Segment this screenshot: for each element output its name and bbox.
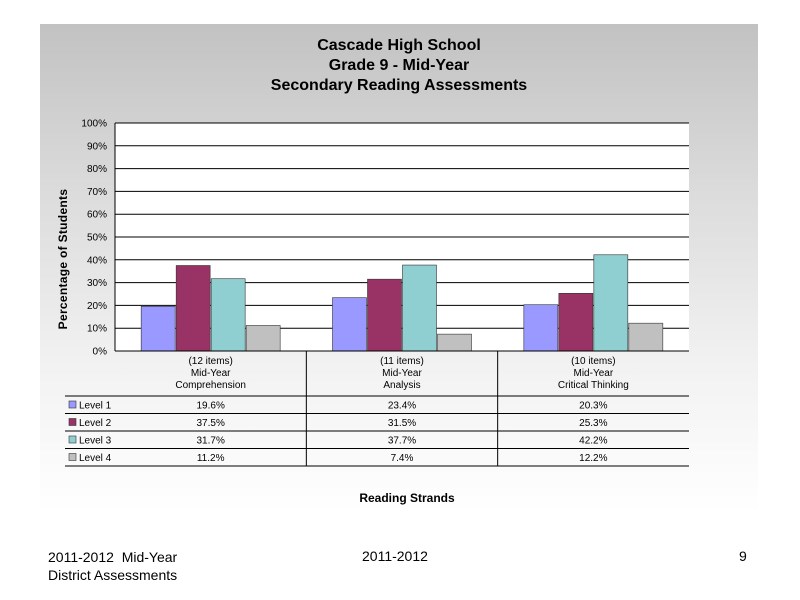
data-label: 23.4% [388, 401, 416, 412]
x-axis-label: Reading Strands [359, 491, 455, 505]
footer-left-line-1: 2011-2012 Mid-Year [48, 549, 178, 565]
data-label: 37.5% [196, 418, 224, 429]
x-category-label: Mid-Year [191, 368, 231, 379]
chart-title-line-3: Secondary Reading Assessments [270, 77, 528, 94]
y-tick-label: 70% [87, 187, 107, 198]
data-label: 37.7% [388, 436, 416, 447]
x-category-label: Comprehension [175, 380, 246, 391]
bar [175, 265, 211, 352]
y-tick-label: 80% [87, 164, 107, 175]
x-category-label: (11 items) [380, 356, 424, 367]
y-tick-label: 0% [93, 347, 108, 358]
data-label: 31.7% [196, 436, 224, 447]
bar [558, 293, 594, 352]
y-tick-label: 30% [87, 278, 107, 289]
legend-label: Level 2 [79, 418, 112, 429]
footer-left: 2011-2012 Mid-Year District Assessments [48, 548, 177, 584]
data-label: 42.2% [579, 436, 607, 447]
x-category-label: (12 items) [188, 356, 232, 367]
bar [593, 254, 629, 352]
legend-swatch [68, 453, 77, 461]
legend-swatch [68, 418, 77, 426]
data-label: 11.2% [197, 453, 225, 464]
y-tick-label: 60% [87, 210, 107, 221]
x-category-label: (10 items) [571, 356, 615, 367]
legend-label: Level 4 [79, 453, 112, 464]
y-tick-label: 10% [87, 324, 107, 335]
x-category-label: Mid-Year [382, 368, 422, 379]
y-tick-label: 20% [87, 301, 107, 312]
bar [140, 306, 176, 352]
bar [523, 304, 559, 352]
y-axis-label: Percentage of Students [56, 189, 70, 330]
legend-label: Level 1 [79, 401, 112, 412]
data-label: 7.4% [391, 453, 414, 464]
y-tick-label: 90% [87, 141, 107, 152]
footer-left-line-2: District Assessments [48, 567, 178, 583]
y-tick-label: 40% [87, 255, 107, 266]
chart-title-line-2: Grade 9 - Mid-Year [328, 57, 470, 74]
x-category-label: Analysis [383, 380, 420, 391]
footer-center: 2011-2012 [362, 548, 428, 564]
bar [628, 322, 664, 352]
legend-swatch [68, 400, 77, 409]
y-tick-label: 50% [87, 233, 107, 244]
data-label: 19.6% [196, 401, 224, 412]
y-tick-label: 100% [81, 119, 107, 130]
data-label: 25.3% [579, 418, 607, 429]
bar [332, 297, 367, 352]
bar [210, 278, 246, 352]
bar [367, 278, 402, 352]
x-category-label: Mid-Year [574, 368, 614, 379]
bar [245, 325, 281, 352]
legend-label: Level 3 [79, 436, 112, 447]
data-label: 12.2% [579, 453, 607, 464]
chart-title: Cascade High School Grade 9 - Mid-Year S… [40, 36, 758, 96]
bar [437, 333, 472, 352]
data-label: 20.3% [579, 401, 607, 412]
page-number: 9 [739, 548, 747, 564]
x-category-label: Critical Thinking [558, 380, 629, 391]
chart-title-line-1: Cascade High School [317, 37, 481, 54]
legend-swatch [68, 435, 77, 444]
bar [402, 264, 437, 352]
data-label: 31.5% [388, 418, 416, 429]
